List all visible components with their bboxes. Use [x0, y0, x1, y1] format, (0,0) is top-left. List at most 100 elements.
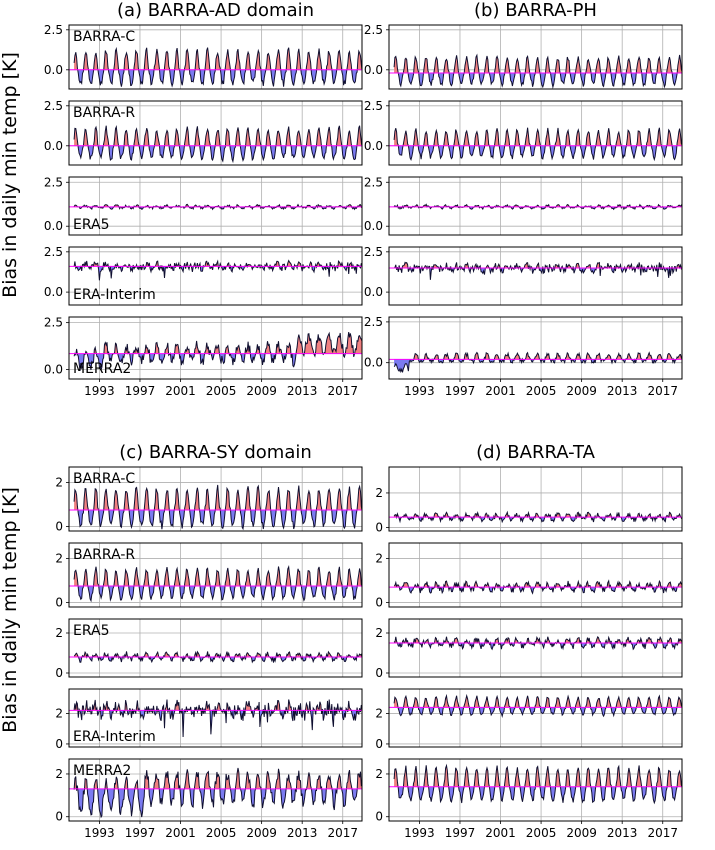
y-tick-label: 0.0	[44, 285, 63, 299]
y-tick-label: 2	[375, 551, 383, 565]
series-line	[393, 261, 682, 280]
panel: 0 2 BARRA-R	[55, 542, 363, 610]
series-fill-below	[74, 353, 355, 371]
series-line	[393, 579, 682, 595]
y-tick-label: 2	[55, 626, 63, 640]
panel-label: MERRA2	[73, 361, 131, 377]
y-tick-label: 2.5	[44, 245, 63, 259]
x-tick-label: 2005	[526, 826, 557, 840]
series-line	[393, 127, 682, 162]
panel-frame	[68, 316, 363, 380]
panel: 0.0 2.5 ERA-Interim	[44, 245, 363, 306]
x-tick-label: 2001	[485, 826, 516, 840]
y-tick-label: 2.5	[44, 316, 63, 330]
panel: 02	[375, 688, 683, 751]
panel: 0 2 ERA-Interim	[55, 688, 363, 751]
panel: 0.0 2.5	[364, 245, 683, 306]
panel: 0.0 2.5	[364, 23, 683, 90]
panel-frame	[388, 758, 683, 822]
y-tick-label: 2.5	[364, 315, 383, 329]
panel-frame	[68, 176, 363, 236]
x-tick-label: 1993	[404, 826, 435, 840]
x-tick-label: 2001	[165, 826, 196, 840]
panel: 02	[375, 542, 683, 610]
panel: 02	[375, 618, 683, 680]
y-tick-label: 0.0	[364, 219, 383, 233]
x-tick-label: 2013	[287, 384, 318, 398]
series-line	[73, 484, 362, 531]
panel-label: BARRA-C	[73, 471, 135, 487]
x-tick-label: 2013	[607, 384, 638, 398]
y-tick-label: 0	[55, 666, 63, 680]
panel-frame	[388, 24, 683, 90]
panel-frame	[388, 688, 683, 748]
x-tick-label: 2009	[246, 826, 277, 840]
panel-frame	[68, 466, 363, 532]
series-fill-below	[394, 786, 682, 803]
panel-label: ERA-Interim	[73, 287, 156, 303]
y-tick-label: 0	[55, 520, 63, 534]
panel-frame	[388, 100, 683, 166]
panel: 0.0 2.5 BARRA-C	[44, 23, 363, 90]
panel-frame	[388, 466, 683, 532]
x-tick-label: 2005	[206, 384, 237, 398]
series-fill-below	[74, 788, 358, 818]
panel-frame	[388, 176, 683, 236]
panel-label: BARRA-R	[73, 105, 135, 121]
series-line	[73, 699, 362, 738]
y-tick-label: 0.0	[364, 63, 383, 77]
panel-label: ERA5	[73, 217, 110, 233]
panel-frame	[68, 542, 363, 608]
series-line	[393, 693, 682, 718]
panel: 0.0 2.5	[364, 175, 683, 236]
y-tick-label: 2.5	[364, 23, 383, 37]
series-fill-above	[74, 332, 362, 354]
y-tick-label: 2.5	[364, 245, 383, 259]
series-line	[393, 53, 682, 89]
y-tick-label: 2	[375, 486, 383, 500]
x-tick-label: 2005	[526, 384, 557, 398]
x-tick-label: 1997	[445, 384, 476, 398]
y-tick-label: 2	[55, 475, 63, 489]
panel: 0 2 1993 1997 2001 2005 2009 2013 2017	[375, 758, 683, 840]
x-tick-label: 2017	[327, 826, 358, 840]
series-line	[73, 565, 362, 603]
y-axis-label-top: Bias in daily min temp [K]	[0, 52, 21, 298]
series-line	[393, 510, 682, 524]
x-tick-label: 2017	[327, 384, 358, 398]
panel: 02	[375, 466, 683, 535]
y-tick-label: 0.0	[44, 219, 63, 233]
panel: 0.0 2.5 BARRA-R	[44, 99, 363, 166]
series-line	[73, 46, 362, 88]
panel-frame	[388, 316, 683, 380]
panel: 0.0 2.5 MERRA2 1993 1997 2001 2005 2009 2013 2017	[44, 316, 363, 398]
panel-label: BARRA-R	[73, 547, 135, 563]
series-line	[393, 351, 682, 374]
y-tick-label: 0	[375, 596, 383, 610]
chart-title: (b) BARRA-PH	[474, 0, 597, 21]
panel: 0.0 2.5 1993 1997 2001 2005 2009 2013 2017	[364, 315, 683, 398]
y-tick-label: 0	[375, 810, 383, 824]
x-tick-label: 2013	[287, 826, 318, 840]
x-tick-label: 2001	[165, 384, 196, 398]
y-tick-label: 2	[375, 767, 383, 781]
chart-title: (a) BARRA-AD domain	[117, 0, 314, 21]
y-tick-label: 0	[55, 596, 63, 610]
series-fill-below	[77, 510, 362, 530]
y-tick-label: 0.0	[364, 285, 383, 299]
y-tick-label: 0	[375, 666, 383, 680]
x-tick-label: 2013	[607, 826, 638, 840]
y-tick-label: 2.5	[364, 99, 383, 113]
series-line	[73, 259, 362, 281]
panel-frame	[388, 618, 683, 678]
y-tick-label: 2	[375, 626, 383, 640]
series-fill-below	[78, 145, 362, 162]
x-tick-label: 2001	[485, 384, 516, 398]
panel-frame	[388, 542, 683, 608]
y-tick-label: 0	[375, 521, 383, 535]
x-tick-label: 2009	[566, 826, 597, 840]
y-tick-label: 2.5	[44, 23, 63, 37]
y-tick-label: 0.0	[44, 139, 63, 153]
panel: 0 2 MERRA2 1993 1997 2001 2005 2009 2013 2017	[55, 758, 363, 840]
series-line	[73, 767, 362, 819]
